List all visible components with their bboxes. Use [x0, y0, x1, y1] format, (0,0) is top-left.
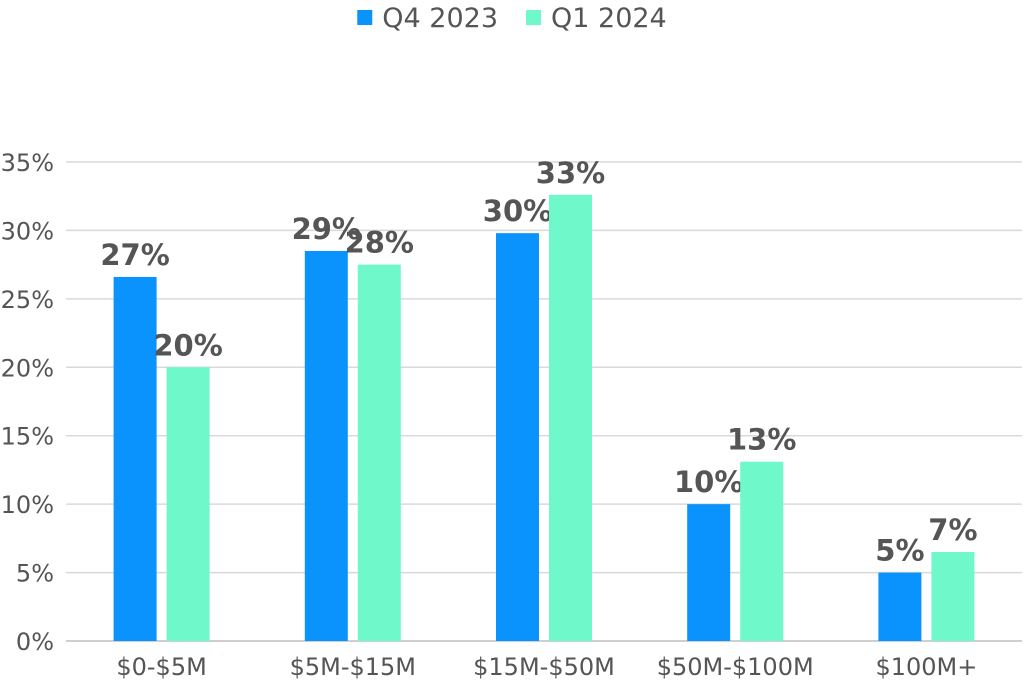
data-label: 30%: [483, 194, 552, 228]
data-label: 20%: [153, 328, 222, 362]
x-tick-label: $5M-$15M: [290, 653, 416, 681]
x-tick-label: $100M+: [875, 653, 977, 681]
y-tick-label: 35%: [1, 149, 54, 177]
bar: [549, 194, 592, 642]
data-label: 28%: [345, 226, 414, 260]
x-tick-label: $50M-$100M: [657, 653, 814, 681]
bar: [113, 276, 157, 641]
legend-label: Q4 2023: [382, 3, 498, 34]
y-tick-label: 25%: [1, 286, 54, 314]
x-tick-label: $15M-$50M: [473, 653, 615, 681]
bar: [166, 367, 210, 641]
bar: [740, 461, 784, 641]
y-tick-label: 15%: [1, 423, 54, 451]
bar: [878, 572, 922, 641]
bar: [687, 504, 731, 641]
data-label: 27%: [100, 238, 169, 272]
data-label: 13%: [727, 423, 796, 457]
legend-swatch: [526, 10, 541, 25]
y-tick-label: 30%: [1, 217, 54, 245]
y-tick-label: 0%: [16, 628, 54, 656]
y-tick-label: 5%: [16, 560, 54, 588]
y-tick-label: 10%: [1, 491, 54, 519]
data-label: 33%: [536, 156, 605, 190]
legend-label: Q1 2024: [551, 3, 667, 34]
y-tick-label: 20%: [1, 354, 54, 382]
bar: [496, 233, 539, 641]
legend-swatch: [357, 10, 373, 25]
data-label: 29%: [292, 212, 361, 246]
data-label: 5%: [875, 534, 924, 568]
x-tick-label: $0-$5M: [116, 653, 206, 681]
bar: [357, 264, 401, 641]
bar: [931, 552, 975, 641]
bar: [304, 250, 348, 641]
data-label: 10%: [674, 465, 743, 499]
data-label: 7%: [928, 513, 977, 547]
